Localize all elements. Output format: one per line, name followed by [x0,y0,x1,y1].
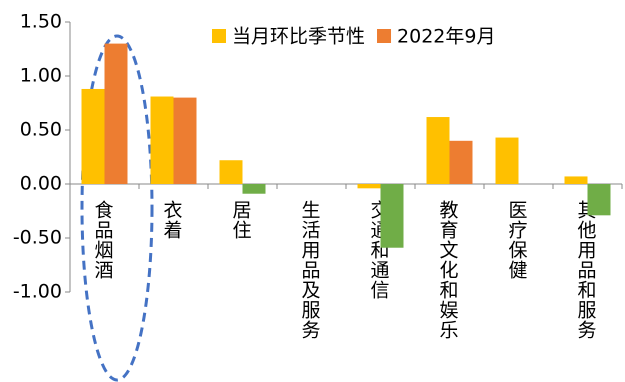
x-tick-label: 衣着 [161,200,183,240]
bar [587,184,611,216]
x-tick-label: 教育文化和娱乐 [437,200,459,340]
y-tick-label: -1.00 [13,281,62,303]
legend-swatch [377,29,392,43]
legend-swatch [212,29,226,43]
y-tick-label: -0.50 [13,227,62,249]
bar [150,96,174,184]
bar [219,160,243,184]
bar [173,97,197,184]
bar [426,117,450,184]
bar [242,184,266,194]
y-tick-label: 0.50 [20,119,62,141]
x-tick-label: 医疗保健 [506,200,528,280]
legend-label: 当月环比季节性 [232,26,365,48]
bar [449,140,473,184]
bar [81,88,105,184]
bar [380,184,404,248]
bar [357,184,381,189]
bar [495,137,519,184]
y-tick-label: 1.50 [20,11,62,33]
y-tick-label: 1.00 [20,65,62,87]
y-tick-label: 0.00 [20,173,62,195]
x-tick-label: 食品烟酒 [92,200,114,280]
x-tick-label: 其他用品和服务 [575,200,597,340]
x-tick-label: 生活用品及服务 [299,200,321,340]
bar [104,43,128,184]
highlight-ellipse [80,34,154,382]
x-tick-label: 居住 [230,200,252,240]
bar [564,176,588,184]
legend-label: 2022年9月 [397,26,495,48]
